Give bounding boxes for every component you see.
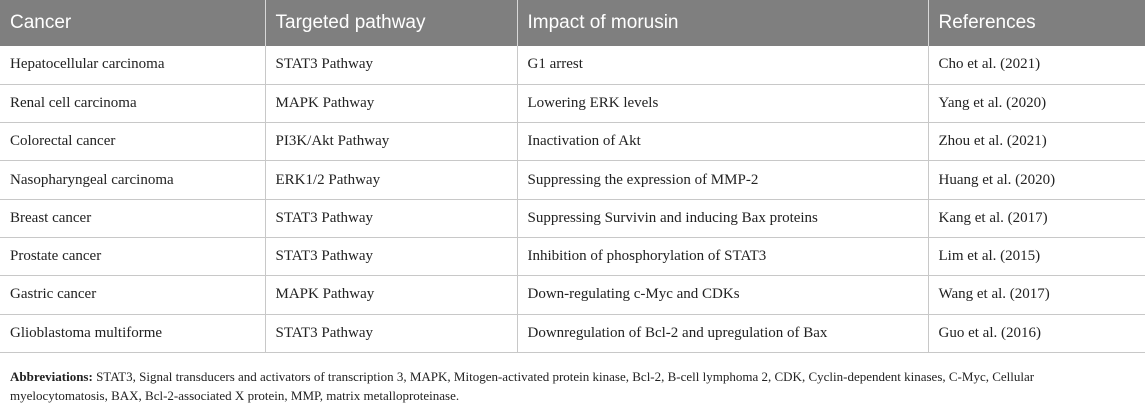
cell-pathway: MAPK Pathway (265, 275, 518, 315)
cell-pathway: STAT3 Pathway (265, 199, 518, 238)
cell-reference: Kang et al. (2017) (928, 199, 1145, 238)
cell-reference: Wang et al. (2017) (928, 275, 1145, 315)
header-row: Cancer Targeted pathway Impact of morusi… (0, 0, 1145, 46)
cell-cancer: Colorectal cancer (0, 122, 266, 162)
cell-reference: Guo et al. (2016) (928, 314, 1145, 353)
header-targeted-pathway: Targeted pathway (265, 0, 518, 46)
footnote-text: STAT3, Signal transducers and activators… (10, 369, 1035, 403)
table-header: Cancer Targeted pathway Impact of morusi… (0, 0, 1145, 46)
cell-pathway: ERK1/2 Pathway (265, 160, 518, 200)
table-row: Gastric cancer MAPK Pathway Down-regulat… (0, 275, 1145, 315)
cell-cancer: Gastric cancer (0, 275, 266, 315)
morusin-table-container: Cancer Targeted pathway Impact of morusi… (0, 0, 1145, 353)
cell-cancer: Nasopharyngeal carcinoma (0, 160, 266, 200)
cell-impact: Down-regulating c-Myc and CDKs (517, 275, 929, 315)
cell-impact: Inactivation of Akt (517, 122, 929, 162)
header-references: References (938, 12, 1036, 33)
footnote-label: Abbreviations: (10, 369, 93, 384)
cell-reference: Yang et al. (2020) (928, 84, 1145, 124)
cell-impact: Downregulation of Bcl-2 and upregulation… (517, 314, 929, 353)
cell-pathway: MAPK Pathway (265, 84, 518, 124)
abbreviations-footnote: Abbreviations: STAT3, Signal transducers… (10, 367, 1130, 405)
cell-cancer: Prostate cancer (0, 237, 266, 277)
cell-pathway: STAT3 Pathway (265, 314, 518, 353)
morusin-table: Cancer Targeted pathway Impact of morusi… (0, 0, 1145, 353)
table-row: Renal cell carcinoma MAPK Pathway Loweri… (0, 84, 1145, 124)
table-row: Nasopharyngeal carcinoma ERK1/2 Pathway … (0, 160, 1145, 200)
cell-impact: G1 arrest (517, 46, 929, 85)
table-row: Glioblastoma multiforme STAT3 Pathway Do… (0, 314, 1145, 353)
cell-impact: Lowering ERK levels (517, 84, 929, 124)
cell-reference: Cho et al. (2021) (928, 46, 1145, 85)
table-row: Breast cancer STAT3 Pathway Suppressing … (0, 199, 1145, 238)
table-row: Colorectal cancer PI3K/Akt Pathway Inact… (0, 122, 1145, 162)
cell-reference: Lim et al. (2015) (928, 237, 1145, 277)
cell-cancer: Breast cancer (0, 199, 266, 238)
cell-pathway: PI3K/Akt Pathway (265, 122, 518, 162)
table-row: Hepatocellular carcinoma STAT3 Pathway G… (0, 46, 1145, 85)
cell-cancer: Hepatocellular carcinoma (0, 46, 266, 85)
cell-pathway: STAT3 Pathway (265, 46, 518, 85)
cell-impact: Suppressing the expression of MMP-2 (517, 160, 929, 200)
cell-cancer: Renal cell carcinoma (0, 84, 266, 124)
header-impact: Impact of morusin (517, 0, 929, 46)
header-cancer: Cancer (0, 0, 266, 46)
cell-cancer: Glioblastoma multiforme (0, 314, 266, 353)
table-row: Prostate cancer STAT3 Pathway Inhibition… (0, 237, 1145, 277)
table-body: Hepatocellular carcinoma STAT3 Pathway G… (0, 46, 1145, 353)
cell-impact: Inhibition of phosphorylation of STAT3 (517, 237, 929, 277)
cell-impact: Suppressing Survivin and inducing Bax pr… (517, 199, 929, 238)
cell-reference: Huang et al. (2020) (928, 160, 1145, 200)
cell-reference: Zhou et al. (2021) (928, 122, 1145, 162)
cell-pathway: STAT3 Pathway (265, 237, 518, 277)
